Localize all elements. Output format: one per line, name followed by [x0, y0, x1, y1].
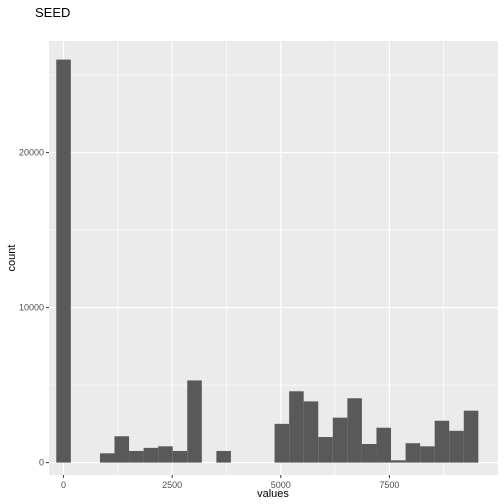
y-tick-label: 10000	[19, 303, 44, 313]
histogram-bar	[275, 424, 290, 463]
x-tick-label: 7500	[379, 480, 399, 490]
y-axis: 0 10000 20000	[19, 148, 49, 468]
x-axis-title: values	[257, 488, 289, 500]
x-tick-label: 0	[61, 480, 66, 490]
histogram-bar	[216, 451, 231, 463]
histogram-bar	[406, 443, 421, 462]
x-axis: 0 2500 5000 7500	[61, 475, 399, 490]
histogram-bar	[56, 60, 71, 463]
y-tick-label: 20000	[19, 148, 44, 158]
histogram-bar	[187, 380, 202, 462]
chart-title: SEED	[35, 5, 70, 20]
histogram-bar	[347, 398, 362, 462]
plot-panel	[49, 41, 498, 475]
histogram-bar	[129, 451, 144, 463]
histogram-bar	[420, 446, 435, 462]
histogram-bar	[158, 446, 173, 462]
histogram-bar	[435, 421, 450, 463]
histogram-bar	[100, 453, 115, 462]
histogram-bar	[362, 444, 377, 463]
histogram-bar	[333, 418, 348, 463]
histogram-bar	[391, 460, 406, 462]
histogram-bar	[449, 431, 464, 463]
histogram-bar	[114, 436, 129, 462]
histogram-bar	[304, 401, 319, 462]
histogram-bar	[318, 437, 333, 463]
histogram-bar	[144, 448, 159, 463]
histogram-bar	[376, 428, 391, 463]
y-axis-title: count	[6, 245, 18, 272]
x-tick-label: 2500	[162, 480, 182, 490]
histogram-bar	[464, 411, 479, 463]
y-tick-label: 0	[39, 458, 44, 468]
histogram-bar	[173, 451, 188, 463]
histogram-bar	[289, 391, 304, 462]
